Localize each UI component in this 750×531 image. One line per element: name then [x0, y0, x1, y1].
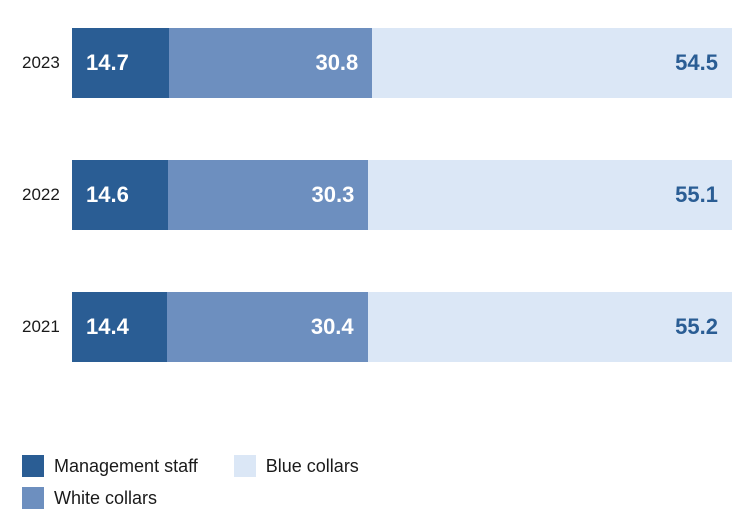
legend-label: Management staff	[54, 456, 198, 477]
bar-segment-management: 14.7	[72, 28, 169, 98]
bar-value-label: 55.1	[675, 182, 718, 208]
bar-row: 2021 14.4 30.4 55.2	[18, 292, 732, 362]
legend: Management staff Blue collars White collar…	[22, 455, 359, 509]
stacked-bar: 14.4 30.4 55.2	[72, 292, 732, 362]
legend-item-blue: Blue collars	[234, 455, 359, 477]
stacked-bar: 14.7 30.8 54.5	[72, 28, 732, 98]
bar-value-label: 14.6	[86, 182, 129, 208]
bar-segment-blue: 55.2	[368, 292, 732, 362]
bars-container: 202314.730.854.5202214.630.355.1202114.4…	[18, 28, 732, 362]
bar-segment-white: 30.8	[169, 28, 372, 98]
bar-row: 2022 14.6 30.3 55.1	[18, 160, 732, 230]
legend-row: White collars	[22, 487, 359, 509]
bar-value-label: 14.4	[86, 314, 129, 340]
legend-row: Management staff Blue collars	[22, 455, 359, 477]
bar-segment-management: 14.6	[72, 160, 168, 230]
bar-segment-white: 30.3	[168, 160, 368, 230]
bar-value-label: 30.4	[311, 314, 354, 340]
bar-segment-white: 30.4	[167, 292, 368, 362]
bar-value-label: 30.3	[312, 182, 355, 208]
legend-item-white: White collars	[22, 487, 157, 509]
bar-row: 2023 14.7 30.8 54.5	[18, 28, 732, 98]
bar-value-label: 55.2	[675, 314, 718, 340]
stacked-bar-chart: 202314.730.854.5202214.630.355.1202114.4…	[0, 0, 750, 531]
bar-value-label: 14.7	[86, 50, 129, 76]
legend-swatch	[22, 487, 44, 509]
legend-label: Blue collars	[266, 456, 359, 477]
legend-swatch	[22, 455, 44, 477]
bar-segment-blue: 55.1	[368, 160, 732, 230]
stacked-bar: 14.6 30.3 55.1	[72, 160, 732, 230]
category-label: 2022	[18, 185, 72, 205]
legend-swatch	[234, 455, 256, 477]
bar-value-label: 54.5	[675, 50, 718, 76]
category-label: 2023	[18, 53, 72, 73]
bar-value-label: 30.8	[315, 50, 358, 76]
bar-segment-blue: 54.5	[372, 28, 732, 98]
legend-item-management: Management staff	[22, 455, 198, 477]
category-label: 2021	[18, 317, 72, 337]
bar-segment-management: 14.4	[72, 292, 167, 362]
legend-label: White collars	[54, 488, 157, 509]
